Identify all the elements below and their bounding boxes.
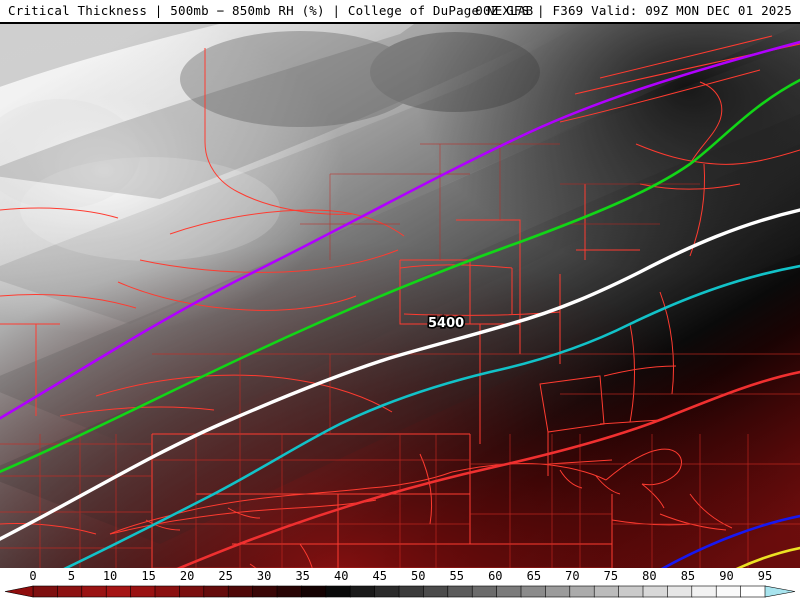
colorbar-swatch	[179, 585, 205, 598]
product-title: Critical Thickness | 500mb − 850mb RH (%…	[8, 3, 534, 18]
colorbar-tick-labels: 0 5 10 15 20 25 30 35 40 45 50 55 60 65 70 75 80 85 90 95	[0, 568, 800, 584]
colorbar-swatch	[545, 585, 571, 598]
contour-label-5400: 5400	[426, 314, 465, 332]
contour-magenta	[0, 40, 800, 420]
contour-blue	[660, 514, 800, 568]
colorbar-tick-40: 40	[333, 569, 349, 583]
colorbar-swatch	[691, 585, 717, 598]
colorbar-swatch	[301, 585, 327, 598]
colorbar-right-arrow	[764, 585, 796, 598]
colorbar-tick-55: 55	[449, 569, 465, 583]
colorbar-tick-20: 20	[179, 569, 195, 583]
colorbar-swatch	[154, 585, 181, 598]
colorbar-swatch	[227, 585, 254, 598]
colorbar-swatch	[105, 585, 132, 598]
colorbar-swatch	[57, 585, 83, 598]
colorbar-swatch	[203, 585, 229, 598]
colorbar-swatch	[642, 585, 669, 598]
colorbar-swatch	[520, 585, 547, 598]
colorbar-swatches	[32, 585, 766, 598]
colorbar-swatch	[276, 585, 303, 598]
colorbar-swatch	[471, 585, 498, 598]
colorbar-tick-35: 35	[295, 569, 310, 583]
colorbar-swatch	[593, 585, 620, 598]
rh-lobes	[0, 31, 540, 261]
contour-red	[176, 370, 800, 568]
colorbar-tick-30: 30	[256, 569, 272, 583]
colorbar-swatch	[667, 585, 693, 598]
colorbar: 0 5 10 15 20 25 30 35 40 45 50 55 60 65 70 75 80 85 90 95	[0, 568, 800, 600]
contour-cyan	[63, 264, 800, 568]
colorbar-tick-75: 75	[603, 569, 619, 583]
colorbar-tick-60: 60	[488, 569, 503, 583]
map-panel[interactable]: 5400	[0, 24, 800, 568]
colorbar-swatch	[423, 585, 449, 598]
colorbar-swatch	[569, 585, 595, 598]
colorbar-tick-80: 80	[642, 569, 657, 583]
colorbar-swatch	[32, 585, 59, 598]
colorbar-tick-90: 90	[719, 569, 734, 583]
colorbar-swatch	[715, 585, 742, 598]
colorbar-tick-5: 5	[67, 569, 76, 583]
colorbar-tick-10: 10	[102, 569, 118, 583]
svg-text:5400: 5400	[428, 316, 464, 331]
colorbar-tick-50: 50	[411, 569, 426, 583]
colorbar-swatch	[81, 585, 107, 598]
colorbar-tick-0: 0	[29, 569, 37, 583]
map-canvas: 5400	[0, 24, 800, 568]
colorbar-tick-95: 95	[757, 569, 773, 583]
colorbar-gradient	[0, 585, 800, 598]
colorbar-tick-25: 25	[218, 569, 233, 583]
colorbar-tick-45: 45	[372, 569, 387, 583]
colorbar-left-arrow	[4, 585, 34, 598]
colorbar-tick-15: 15	[141, 569, 156, 583]
colorbar-swatch	[398, 585, 425, 598]
model-run-info: 00Z GFS | F369 Valid: 09Z MON DEC 01 202…	[475, 3, 792, 18]
colorbar-swatch	[618, 585, 644, 598]
colorbar-swatch	[349, 585, 376, 598]
header-bar: Critical Thickness | 500mb − 850mb RH (%…	[0, 0, 800, 24]
colorbar-swatch	[374, 585, 400, 598]
colorbar-tick-85: 85	[680, 569, 696, 583]
colorbar-swatch	[130, 585, 156, 598]
colorbar-swatch	[447, 585, 473, 598]
colorbar-swatch	[740, 585, 766, 598]
colorbar-tick-65: 65	[526, 569, 542, 583]
colorbar-tick-70: 70	[565, 569, 580, 583]
colorbar-swatch	[325, 585, 351, 598]
thickness-contours	[0, 40, 800, 568]
colorbar-swatch	[496, 585, 522, 598]
contour-white-5400	[0, 208, 800, 541]
colorbar-swatch	[252, 585, 278, 598]
contour-green	[0, 78, 800, 474]
political-boundaries	[0, 35, 800, 568]
